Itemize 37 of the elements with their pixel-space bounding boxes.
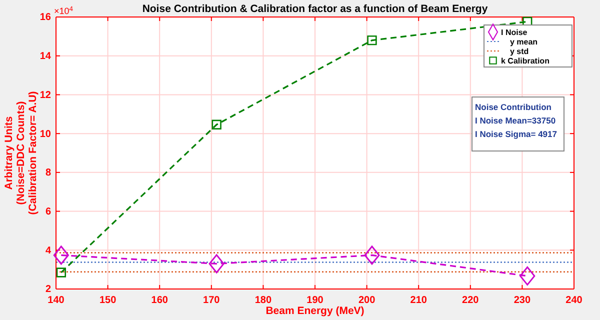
y-tick-label: 14 [40, 51, 52, 62]
point [367, 35, 377, 46]
annotation: Noise Contribution [475, 102, 552, 112]
x-tick-label: 150 [99, 295, 117, 306]
y-tick-label: 2 [45, 284, 52, 296]
legend-label: y mean [510, 38, 538, 46]
x-tick-label: 170 [203, 295, 220, 306]
x-tick-label: 200 [358, 295, 376, 306]
x-tick-label: 190 [306, 295, 324, 306]
x-tick-label: 160 [151, 295, 168, 306]
y-tick-label: 4 [45, 245, 52, 256]
x-tick-label: 210 [410, 295, 428, 306]
point [520, 266, 536, 286]
y-tick-label: 8 [45, 168, 52, 179]
x-tick-label: 240 [566, 295, 583, 306]
annotation: I Noise Sigma= 4917 [475, 129, 558, 139]
legend-label: k Calibration [501, 56, 550, 66]
x-tick-label: 180 [254, 295, 272, 306]
annotation: I Noise Mean=33750 [475, 116, 556, 126]
x-axis-title: Beam Energy (MeV) [266, 305, 364, 317]
y-tick-label: 6 [45, 206, 52, 218]
chart-title: Noise Contribution & Calibration factor as a function of Beam Energy [142, 3, 488, 15]
point [212, 120, 222, 130]
y-tick-label: 10 [40, 128, 52, 140]
legend-label: y std [510, 47, 529, 56]
x-tick-label: 220 [462, 295, 480, 306]
text: ×10$^{4}$ [54, 6, 74, 16]
point [208, 254, 224, 274]
x-tick-label: 140 [48, 295, 65, 306]
y-tick-label: 12 [40, 90, 52, 101]
point [53, 246, 69, 265]
x-tick-label: 230 [514, 295, 531, 306]
y-tick-label: 16 [40, 12, 52, 24]
point [56, 268, 66, 278]
y-axis-title: Arbitrary Units (Noise=DDC Counts) (Calibration Factor= A.U) [3, 91, 39, 215]
legend-label: I Noise [501, 28, 528, 37]
point [364, 246, 380, 265]
